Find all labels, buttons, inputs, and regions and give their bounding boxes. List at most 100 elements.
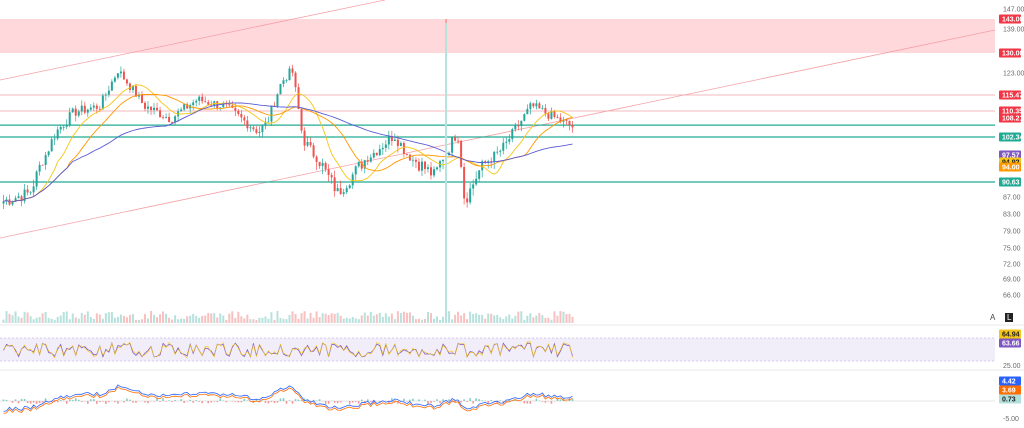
- macd-histogram-bar: [180, 399, 182, 401]
- macd-histogram-bar: [225, 401, 228, 403]
- volume-bar: [550, 319, 553, 323]
- candle-body: [502, 142, 505, 151]
- macd-histogram-bar: [300, 400, 303, 401]
- macd-histogram-bar: [129, 399, 131, 401]
- macd-tag: [999, 376, 1021, 386]
- rsi-pane[interactable]: [0, 337, 995, 362]
- volume-bar: [559, 311, 562, 323]
- candle-body: [405, 154, 408, 155]
- volume-bar: [568, 313, 571, 323]
- macd-pane[interactable]: [0, 384, 995, 414]
- price-tag: [999, 150, 1021, 160]
- candle-body: [35, 171, 38, 187]
- volume-bar: [439, 319, 442, 323]
- volume-bar: [508, 314, 511, 323]
- candle-body: [402, 143, 405, 155]
- volume-bar: [451, 319, 454, 323]
- macd-histogram-bar: [219, 398, 222, 401]
- volume-bar: [544, 317, 547, 323]
- volume-bar: [348, 318, 351, 323]
- macd-histogram-bar: [388, 401, 390, 404]
- volume-bar: [315, 311, 318, 323]
- candle-body: [532, 103, 535, 107]
- candle-body: [366, 160, 369, 162]
- volume-bar: [107, 312, 110, 323]
- volume-bar: [291, 311, 294, 323]
- candle-body: [312, 145, 315, 157]
- candle-body: [119, 71, 122, 74]
- candle-body: [246, 120, 249, 129]
- candle-body: [324, 162, 327, 170]
- volume-bar: [481, 314, 484, 323]
- macd-histogram-bar: [333, 401, 336, 403]
- volume-bar: [562, 311, 565, 323]
- macd-histogram-bar: [174, 399, 176, 401]
- macd-histogram-bar: [56, 401, 59, 403]
- candle-body: [23, 189, 26, 202]
- volume-bar: [294, 314, 297, 323]
- candle-body: [156, 107, 159, 111]
- candle-body: [29, 192, 32, 194]
- candle-body: [408, 154, 411, 161]
- macd-histogram-bar: [541, 401, 544, 402]
- volume-bar: [92, 318, 95, 323]
- candle-body: [426, 167, 429, 170]
- price-pane[interactable]: [0, 0, 996, 323]
- volume-bar: [414, 319, 417, 323]
- macd-histogram-bar: [354, 401, 357, 402]
- volume-bar: [29, 316, 32, 323]
- macd-histogram-bar: [412, 398, 414, 401]
- volume-bar: [234, 317, 237, 323]
- candle-body: [159, 110, 162, 118]
- candle-body: [423, 161, 426, 170]
- volume-bar: [300, 313, 303, 323]
- candle-body: [363, 160, 366, 169]
- volume-bar: [463, 313, 466, 323]
- candle-body: [547, 113, 550, 119]
- candle-body: [321, 162, 324, 167]
- volume-bar: [38, 317, 41, 323]
- candle-body: [150, 106, 153, 111]
- macd-tag-label: 0.73: [1002, 397, 1016, 404]
- candle-body: [44, 155, 47, 166]
- candle-body: [463, 167, 466, 199]
- volume-bar: [399, 312, 402, 323]
- macd-histogram-bar: [114, 401, 116, 403]
- candle-body: [171, 122, 174, 123]
- price-axis[interactable]: 147.00 139.00 123.00 87.00 83.00 79.00 75.00 72…: [0, 7, 1024, 424]
- macd-histogram-bar: [418, 399, 420, 401]
- candle-body: [375, 152, 378, 156]
- volume-bar: [430, 313, 432, 323]
- candle-body: [2, 201, 5, 204]
- volume-bar: [390, 313, 393, 323]
- candle-body: [399, 143, 402, 147]
- macd-histogram-bar: [315, 400, 318, 401]
- candle-body: [264, 121, 267, 126]
- volume-bar: [270, 312, 273, 323]
- macd-histogram-bar: [68, 399, 71, 401]
- volume-bar: [153, 314, 156, 323]
- auto-scale-button[interactable]: A: [990, 313, 996, 322]
- rsi-tag-label: 64.94: [1002, 332, 1020, 339]
- macd-histogram-bar: [77, 399, 80, 401]
- candle-body: [128, 83, 131, 91]
- macd-histogram-bar: [397, 401, 399, 404]
- volume-bar: [360, 315, 363, 323]
- log-scale-button[interactable]: L: [1005, 313, 1014, 322]
- candle-body: [204, 101, 207, 103]
- macd-tag-label: 3.69: [1002, 388, 1016, 395]
- macd-tag-label: 4.42: [1002, 379, 1016, 386]
- volume-bar: [378, 312, 381, 323]
- candle-body: [86, 109, 89, 113]
- volume-bar: [110, 312, 113, 323]
- candle-body: [107, 90, 110, 95]
- macd-histogram-bar: [234, 401, 237, 402]
- volume-bar: [487, 313, 490, 323]
- candle-body: [393, 139, 396, 142]
- macd-histogram-bar: [282, 398, 285, 401]
- candle-body: [80, 105, 83, 112]
- volume-bar: [104, 313, 107, 323]
- candle-body: [74, 108, 77, 116]
- macd-histogram-bar: [409, 399, 411, 401]
